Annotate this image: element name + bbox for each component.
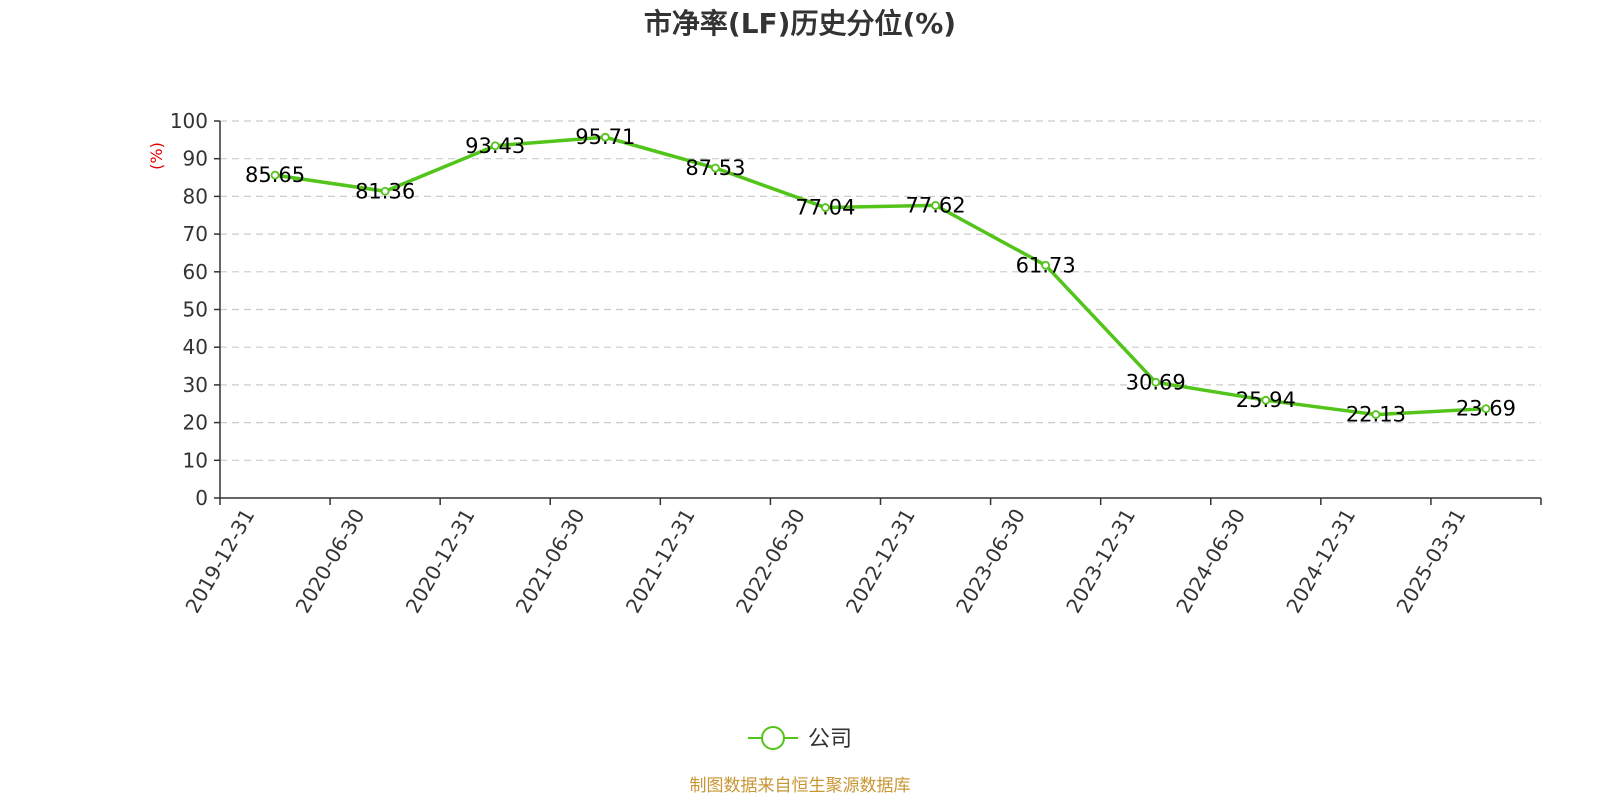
data-label: 85.65 [245,163,305,187]
data-point[interactable] [1481,404,1491,414]
data-label: 77.04 [795,196,855,220]
data-point[interactable] [931,200,940,210]
y-tick-label: 80 [183,184,208,208]
x-tick-label: 2020-12-31 [401,505,480,618]
series-line [273,135,1488,417]
y-ticks: 0 10 20 30 40 50 60 70 80 90 100 [170,109,220,510]
y-axis-label: (%) [147,142,166,170]
data-label: 61.73 [1016,253,1076,277]
grid-lines [220,120,1541,461]
data-label: 23.69 [1456,397,1516,421]
y-tick-label: 40 [183,335,208,359]
x-tick-label: 2021-12-31 [621,505,700,618]
data-point[interactable] [490,141,500,151]
data-point[interactable] [821,203,830,212]
data-point[interactable] [1371,410,1381,419]
x-tick-label: 2025-03-31 [1391,505,1470,618]
data-label: 22.13 [1346,403,1406,427]
data-label: 81.36 [355,179,415,203]
y-tick-label: 30 [183,373,208,397]
y-tick-label: 100 [170,109,208,133]
legend-label: 公司 [808,727,852,752]
x-tick-label: 2022-12-31 [841,505,920,618]
data-label: 93.43 [465,134,525,158]
series-layer [270,132,1491,419]
y-tick-label: 50 [183,298,208,322]
data-label: 30.69 [1126,370,1186,394]
x-tick-label: 2020-06-30 [291,505,370,618]
y-tick-label: 20 [183,411,208,435]
x-tick-label: 2023-06-30 [951,505,1030,618]
data-point[interactable] [1261,395,1271,405]
data-labels: 85.65 81.36 93.43 95.71 87.53 77.04 77.62 61.73… [245,125,1516,426]
y-tick-label: 90 [183,147,208,171]
data-point[interactable] [1151,377,1161,387]
y-tick-label: 10 [183,448,208,472]
data-point[interactable] [1041,260,1051,270]
y-tick-label: 0 [195,486,208,510]
source-note: 制图数据来自恒生聚源数据库 [690,776,911,796]
x-tick-label: 2024-12-31 [1281,505,1360,618]
y-tick-label: 60 [183,260,208,284]
x-tick-label: 2019-12-31 [180,505,259,618]
y-tick-label: 70 [183,222,208,246]
data-label: 95.71 [575,125,635,149]
data-label: 87.53 [685,156,745,180]
chart-title: 市净率(LF)历史分位(%) [644,7,956,40]
data-point[interactable] [380,186,390,196]
data-label: 77.62 [905,193,965,217]
legend[interactable]: 公司 [748,726,852,752]
data-point[interactable] [600,132,610,142]
x-tick-label: 2022-06-30 [731,505,810,618]
x-ticks: 2019-12-31 2020-06-30 2020-12-31 2021-06-30… [180,498,1542,618]
x-tick-label: 2023-12-31 [1061,505,1140,618]
x-tick-label: 2021-06-30 [511,505,590,618]
data-label: 25.94 [1236,388,1296,412]
legend-marker-icon [761,726,785,750]
data-point[interactable] [710,163,720,173]
data-point[interactable] [270,170,280,180]
x-tick-label: 2024-06-30 [1171,505,1250,618]
